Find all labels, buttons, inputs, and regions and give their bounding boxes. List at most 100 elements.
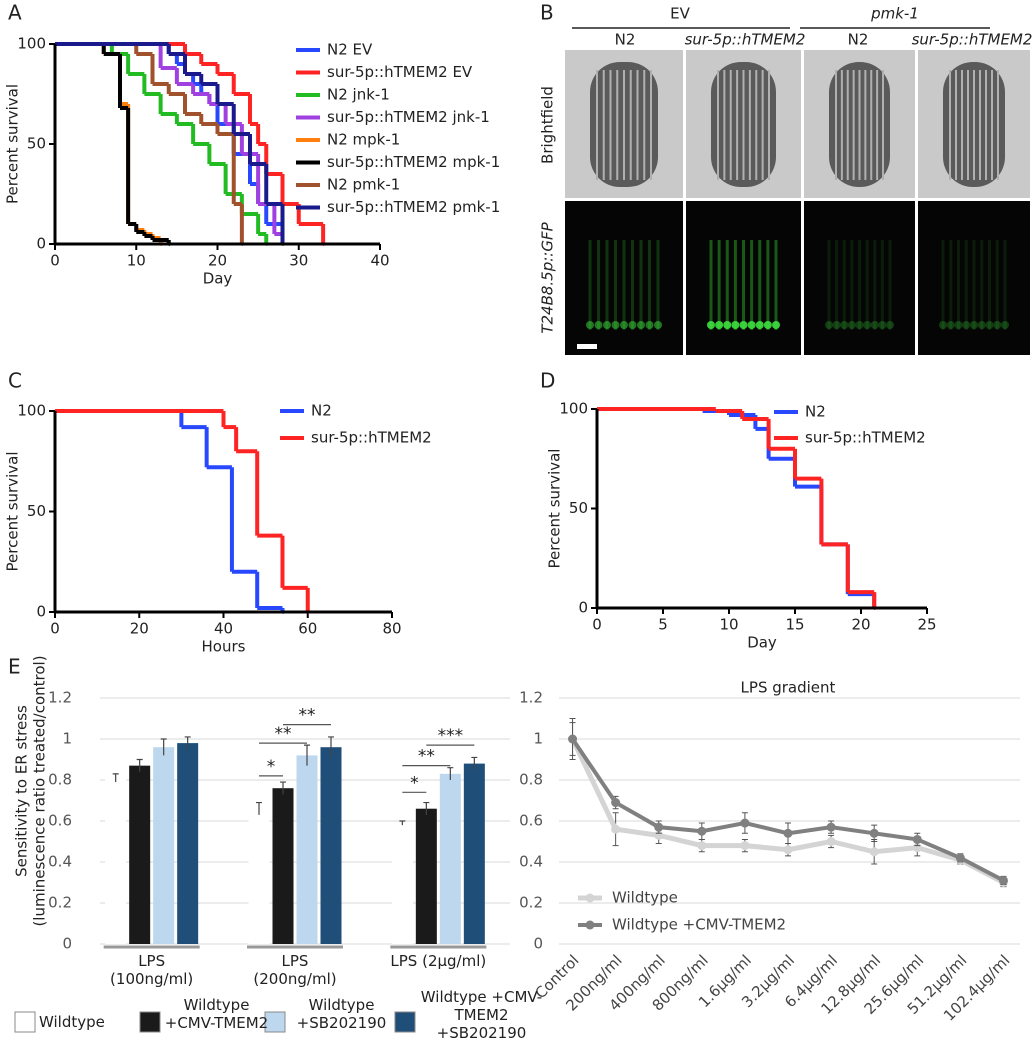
gfp-spot	[970, 321, 978, 329]
gfp-spot	[847, 321, 856, 329]
error-bar	[280, 781, 286, 795]
x-axis-label: Hours	[202, 638, 246, 656]
error-bar	[184, 736, 191, 750]
x-tick-label: LPS (100ng/ml)	[110, 952, 194, 988]
bar	[296, 755, 318, 944]
gfp-spot	[855, 321, 864, 329]
legend-swatch	[264, 1011, 286, 1033]
gfp-spot	[603, 321, 611, 329]
legend-marker	[585, 920, 595, 930]
gfp-spot	[611, 321, 620, 329]
point	[783, 828, 793, 838]
y-tick-label: 1	[533, 730, 543, 748]
legend-label: N2	[805, 403, 826, 421]
legend-swatch	[139, 1011, 161, 1033]
error-bar	[471, 756, 478, 770]
point	[783, 845, 793, 855]
panel-label: B	[540, 1, 554, 25]
legend-label: Wildtype +SB202190	[296, 996, 387, 1032]
error-bar	[160, 738, 167, 756]
bar	[415, 808, 437, 944]
x-tick-label: LPS (200ng/ml)	[253, 952, 337, 988]
error-bar	[136, 758, 143, 772]
x-axis-label: Day	[203, 270, 233, 288]
gfp-spot	[715, 321, 724, 329]
gfp-spot	[832, 321, 841, 329]
point	[955, 853, 965, 863]
gfp-spot	[586, 321, 594, 329]
point	[869, 828, 879, 838]
x-tick-label: 20	[208, 252, 227, 270]
y-tick-label: 0	[533, 935, 543, 953]
x-tick-label: 20	[130, 620, 149, 638]
gfp-spot	[962, 321, 971, 329]
point	[869, 847, 879, 857]
x-tick-label: 60	[298, 620, 317, 638]
y-tick-label: 0	[36, 235, 46, 253]
column-label: N2	[848, 31, 869, 49]
x-tick-label: 5	[658, 616, 668, 634]
gfp-spot	[977, 321, 986, 329]
gfp-spot	[594, 321, 603, 329]
gfp-spot	[755, 321, 764, 329]
y-tick-label: 100	[17, 35, 46, 53]
x-tick-label: 15	[785, 616, 804, 634]
significance-label: *	[410, 773, 419, 793]
legend-marker	[585, 893, 595, 903]
x-tick-label: 80	[382, 620, 401, 638]
gfp-image	[804, 201, 915, 355]
error-bar	[399, 820, 406, 826]
gfp-spot	[620, 321, 628, 329]
gfp-spot	[628, 321, 637, 329]
gfp-image	[565, 201, 683, 355]
gfp-spot	[939, 321, 947, 329]
significance-label: **	[299, 706, 316, 726]
column-label: sur-5p::hTMEM2	[685, 31, 806, 49]
significance-label: **	[418, 747, 435, 767]
legend-label: Wildtype +CMV-TMEM2 +SB202190	[420, 988, 543, 1042]
significance-label: **	[275, 724, 292, 744]
column-label: N2	[615, 31, 636, 49]
gfp-spot	[772, 321, 780, 329]
gfp-spot	[637, 321, 645, 329]
gfp-spot	[954, 321, 963, 329]
y-axis-label: (luminescence ratio treated/control)	[31, 655, 49, 926]
row-label: T24B8.5p::GFP	[539, 221, 557, 333]
column-label: sur-5p::hTMEM2	[912, 31, 1033, 49]
gfp-spot	[1001, 321, 1009, 329]
x-tick-label: 25	[917, 616, 936, 634]
bar	[463, 763, 485, 944]
group-label: EV	[670, 5, 690, 23]
gfp-spot	[985, 321, 994, 329]
legend-label: Wildtype +CMV-TMEM2	[164, 996, 269, 1032]
series-line	[570, 737, 1005, 885]
bar	[153, 747, 175, 944]
y-tick-label: 0	[62, 935, 72, 953]
gfp-spot	[723, 321, 732, 329]
x-tick-label: 0	[50, 620, 60, 638]
y-tick-label: 0.4	[48, 853, 72, 871]
y-tick-label: 0.2	[519, 894, 543, 912]
legend-label: Wildtype +CMV-TMEM2	[612, 916, 786, 934]
point	[912, 834, 922, 844]
bar	[391, 823, 413, 944]
x-tick-label: 10	[719, 616, 738, 634]
legend-label: sur-5p::hTMEM2 EV	[327, 63, 473, 81]
chart-title: LPS gradient	[741, 679, 836, 697]
micrographs	[565, 50, 1030, 355]
gfp-spot	[654, 321, 662, 329]
legend-label: sur-5p::hTMEM2	[805, 429, 926, 447]
gfp-spot	[886, 321, 894, 329]
x-tick-label: 10	[127, 252, 146, 270]
point	[740, 841, 750, 851]
gfp-spot	[993, 321, 1002, 329]
legend-swatch	[14, 1011, 36, 1033]
x-tick-label: 40	[370, 252, 389, 270]
y-tick-label: 1	[62, 730, 72, 748]
gfp-image	[918, 201, 1030, 355]
significance-label: ***	[438, 726, 464, 746]
point	[826, 822, 836, 832]
gfp-spot	[731, 321, 740, 329]
point	[998, 875, 1008, 885]
